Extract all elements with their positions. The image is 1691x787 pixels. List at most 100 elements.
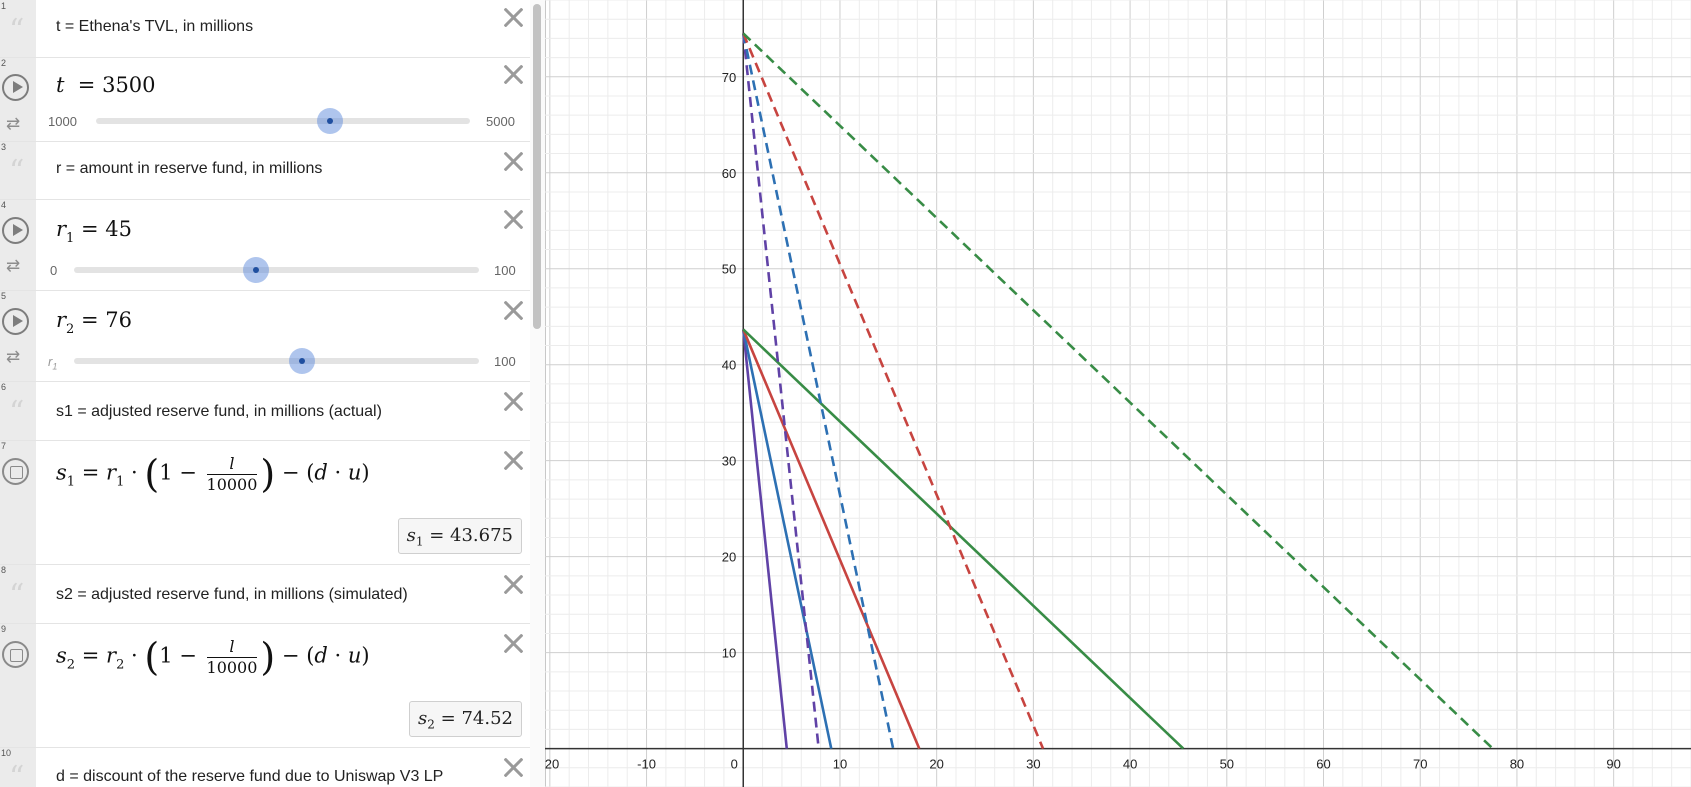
series-line-5 <box>741 33 820 749</box>
row-number: 2 <box>1 58 7 68</box>
delete-icon[interactable] <box>502 63 524 85</box>
slider-min[interactable]: 0 <box>50 263 58 278</box>
slider-value: 45 <box>105 217 133 241</box>
note-row-reserve[interactable]: 3 “ r = amount in reserve fund, in milli… <box>0 141 530 200</box>
play-icon[interactable] <box>2 74 29 101</box>
expression-row-s2[interactable]: 9 s2 = r2 · (1 − l 10000) − (d · u) s2 = … <box>0 623 530 748</box>
y-tick-label: 60 <box>722 166 736 181</box>
delete-icon[interactable] <box>502 573 524 595</box>
delete-icon[interactable] <box>502 632 524 654</box>
slider-row-r1[interactable]: 4 ⇄ r1 = 45 0 100 <box>0 199 530 291</box>
result-badge: s2 = 74.52 <box>409 701 522 737</box>
scrollbar-thumb[interactable] <box>533 4 541 329</box>
graph-canvas[interactable]: -20 -10 0 10 20 30 40 50 60 70 80 90 10 20 30 40 50 60 70 <box>545 0 1691 787</box>
series-line-6 <box>741 33 895 749</box>
series-line-2 <box>741 329 833 749</box>
function-icon[interactable] <box>2 458 29 485</box>
x-tick-label: -10 <box>637 757 656 772</box>
note-row-d[interactable]: 10 “ d = discount of the reserve fund du… <box>0 747 530 787</box>
play-icon[interactable] <box>2 217 29 244</box>
loop-icon[interactable]: ⇄ <box>6 114 21 133</box>
loop-icon[interactable]: ⇄ <box>6 256 21 275</box>
y-tick-label: 20 <box>722 550 736 565</box>
slider-min[interactable]: 1000 <box>48 114 77 129</box>
expression-row-s1[interactable]: 7 s1 = r1 · (1 − l 10000) − (d · u) s1 = … <box>0 440 530 565</box>
expression-list: 1 “ t = Ethena's TVL, in millions 2 ⇄ t … <box>0 0 546 787</box>
slider-handle[interactable] <box>289 348 315 374</box>
equation-s2[interactable]: s2 = r2 · (1 − l 10000) − (d · u) <box>56 635 370 679</box>
fraction: l 10000 <box>206 453 258 494</box>
note-quote-icon: “ <box>9 154 25 189</box>
note-quote-icon: “ <box>9 13 25 48</box>
slider-max[interactable]: 100 <box>494 263 516 278</box>
y-tick-label: 70 <box>722 70 736 85</box>
slider-max[interactable]: 100 <box>494 354 516 369</box>
x-tick-label: 0 <box>731 757 738 772</box>
note-text: s2 = adjusted reserve fund, in millions … <box>56 586 408 603</box>
series-line-7 <box>742 32 1045 750</box>
delete-icon[interactable] <box>502 6 524 28</box>
function-icon[interactable] <box>2 641 29 668</box>
row-number: 7 <box>1 441 7 451</box>
delete-icon[interactable] <box>502 449 524 471</box>
delete-icon[interactable] <box>502 150 524 172</box>
y-tick-label: 40 <box>722 358 736 373</box>
x-tick-label: 90 <box>1606 757 1620 772</box>
row-number: 8 <box>1 565 7 575</box>
slider-track[interactable] <box>74 358 479 364</box>
series-line-1 <box>741 329 789 749</box>
note-text: s1 = adjusted reserve fund, in millions … <box>56 403 382 420</box>
slider-max[interactable]: 5000 <box>486 114 515 129</box>
x-tick-label: 10 <box>833 757 847 772</box>
row-number: 6 <box>1 382 7 392</box>
note-quote-icon: “ <box>9 578 25 613</box>
row-number: 1 <box>1 1 7 11</box>
slider-value: 3500 <box>102 73 156 97</box>
series-line-4 <box>742 328 1185 750</box>
row-number: 5 <box>1 291 7 301</box>
slider-handle[interactable] <box>243 257 269 283</box>
slider-min[interactable]: r1 <box>48 354 58 372</box>
note-row-tvl[interactable]: 1 “ t = Ethena's TVL, in millions <box>0 0 530 58</box>
series-line-8 <box>742 32 1494 750</box>
result-badge: s1 = 43.675 <box>397 518 522 554</box>
slider-track[interactable] <box>74 267 479 273</box>
y-tick-label: 30 <box>722 454 736 469</box>
note-text: r = amount in reserve fund, in millions <box>56 160 323 177</box>
note-row-s1[interactable]: 6 “ s1 = adjusted reserve fund, in milli… <box>0 381 530 441</box>
note-text: d = discount of the reserve fund due to … <box>56 768 444 785</box>
x-tick-label: 80 <box>1510 757 1524 772</box>
slider-row-t[interactable]: 2 ⇄ t = 3500 1000 5000 <box>0 57 530 142</box>
y-tick-label: 50 <box>722 262 736 277</box>
row-number: 10 <box>1 748 12 758</box>
note-quote-icon: “ <box>9 760 25 787</box>
series-line-3 <box>742 328 921 750</box>
play-icon[interactable] <box>2 308 29 335</box>
row-number: 4 <box>1 200 7 210</box>
delete-icon[interactable] <box>502 390 524 412</box>
note-text: t = Ethena's TVL, in millions <box>56 18 254 35</box>
fraction: l 10000 <box>206 636 258 677</box>
x-tick-label: 70 <box>1413 757 1427 772</box>
row-number: 3 <box>1 142 7 152</box>
note-row-s2[interactable]: 8 “ s2 = adjusted reserve fund, in milli… <box>0 564 530 624</box>
x-tick-label: 60 <box>1316 757 1330 772</box>
slider-equation[interactable]: t = 3500 <box>56 73 156 97</box>
delete-icon[interactable] <box>502 299 524 321</box>
slider-equation[interactable]: r2 = 76 <box>56 308 133 337</box>
delete-icon[interactable] <box>502 208 524 230</box>
loop-icon[interactable]: ⇄ <box>6 347 21 366</box>
x-tick-label: 20 <box>929 757 943 772</box>
equation-s1[interactable]: s1 = r1 · (1 − l 10000) − (d · u) <box>56 452 370 496</box>
slider-equation[interactable]: r1 = 45 <box>56 217 133 246</box>
x-tick-label: 50 <box>1220 757 1234 772</box>
slider-track[interactable] <box>96 118 470 124</box>
x-tick-label: -20 <box>545 757 559 772</box>
note-quote-icon: “ <box>9 395 25 430</box>
slider-value: 76 <box>105 308 133 332</box>
slider-row-r2[interactable]: 5 ⇄ r2 = 76 r1 100 <box>0 290 530 382</box>
x-tick-label: 30 <box>1026 757 1040 772</box>
delete-icon[interactable] <box>502 756 524 778</box>
y-tick-label: 10 <box>722 646 736 661</box>
slider-handle[interactable] <box>317 108 343 134</box>
